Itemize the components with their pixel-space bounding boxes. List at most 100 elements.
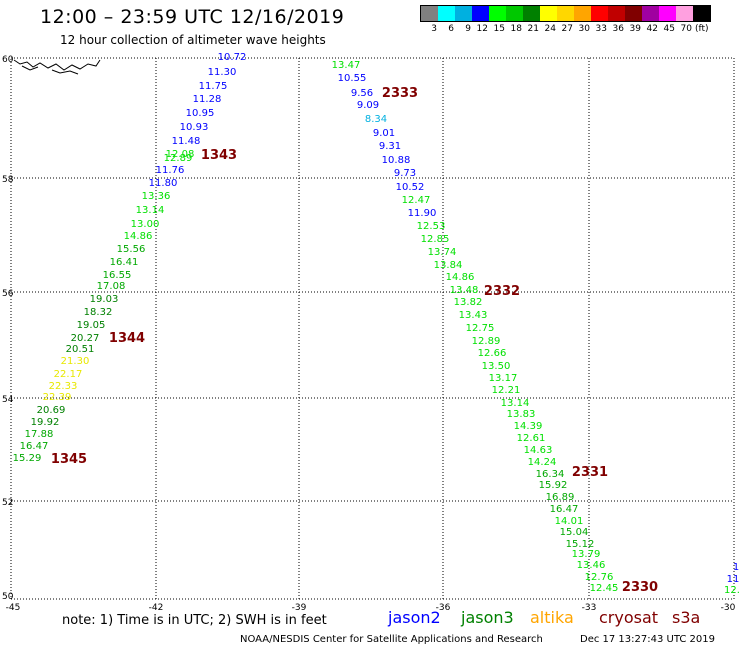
wave-height-value: 13.50 bbox=[482, 361, 511, 372]
wave-height-value: 9.73 bbox=[394, 168, 416, 179]
wave-height-value: 11.30 bbox=[208, 67, 237, 78]
legend-swatch bbox=[438, 6, 455, 21]
wave-height-value: 15.92 bbox=[539, 480, 568, 491]
wave-height-value: 12.89 bbox=[164, 153, 193, 164]
wave-height-value: 13.74 bbox=[428, 247, 457, 258]
wave-height-value: 16.55 bbox=[103, 270, 132, 281]
wave-height-value: 12.45 bbox=[590, 583, 619, 594]
latitude-label: 52 bbox=[2, 498, 13, 508]
credits: NOAA/NESDIS Center for Satellite Applica… bbox=[240, 634, 543, 645]
wave-height-value: 19.05 bbox=[77, 320, 106, 331]
wave-height-value: 20.51 bbox=[66, 344, 95, 355]
wave-height-value: 11.76 bbox=[156, 165, 185, 176]
legend-label: 12 bbox=[476, 24, 488, 34]
legend-swatch bbox=[642, 6, 659, 21]
legend-label: 27 bbox=[561, 24, 573, 34]
wave-height-value: 11.48 bbox=[172, 136, 201, 147]
wave-height-value: 9.31 bbox=[379, 141, 401, 152]
legend-swatch bbox=[455, 6, 472, 21]
longitude-label: -36 bbox=[436, 603, 451, 613]
timestamp: Dec 17 13:27:43 UTC 2019 bbox=[580, 634, 715, 645]
axis-tick-labels: -45 -42 -39 -36 -33 -30 60 58 56 54 52 50 bbox=[2, 55, 736, 613]
legend-labels: 3 6 9 12 15 18 21 24 27 30 33 36 39 42 45 70 (ft) bbox=[420, 24, 711, 34]
altimeter-tracks: 10.72 11.30 11.75 11.28 10.95 10.93 11.48 12.08… bbox=[13, 52, 740, 596]
pass-number-label: 1345 bbox=[51, 452, 87, 467]
wave-height-value: 10.55 bbox=[338, 73, 367, 84]
wave-height-value: 11 bbox=[727, 574, 740, 585]
legend-label: 3 bbox=[431, 24, 437, 34]
longitude-label: -45 bbox=[6, 603, 21, 613]
satellite-key-item: s3a bbox=[672, 608, 701, 627]
wave-height-value: 9.56 bbox=[351, 88, 373, 99]
wave-height-value: 12.61 bbox=[517, 433, 546, 444]
wave-height-value: 13.47 bbox=[332, 60, 361, 71]
wave-height-value: 10.88 bbox=[382, 155, 411, 166]
wave-height-value: 16.34 bbox=[536, 469, 565, 480]
wave-height-value: 14.39 bbox=[514, 421, 543, 432]
wave-height-value: 10.52 bbox=[396, 182, 425, 193]
wave-height-value: 8.34 bbox=[365, 114, 387, 125]
pass-number-label: 2333 bbox=[382, 86, 418, 101]
legend-swatch bbox=[625, 6, 642, 21]
map-title: 12:00 – 23:59 UTC 12/16/2019 bbox=[40, 6, 345, 28]
legend-unit: (ft) bbox=[695, 24, 709, 34]
map-subtitle: 12 hour collection of altimeter wave hei… bbox=[60, 33, 326, 47]
graticule bbox=[11, 58, 734, 599]
legend-swatch bbox=[693, 6, 710, 21]
pass-number-label: 2332 bbox=[484, 284, 520, 299]
longitude-label: -39 bbox=[292, 603, 307, 613]
wave-height-value: 12.47 bbox=[402, 195, 431, 206]
wave-height-value: 12.53 bbox=[417, 221, 446, 232]
legend-label: 6 bbox=[448, 24, 454, 34]
wave-height-value: 15.04 bbox=[560, 527, 589, 538]
wave-height-value: 14.86 bbox=[124, 231, 153, 242]
latitude-label: 60 bbox=[2, 55, 14, 65]
wave-height-value: 11.90 bbox=[408, 208, 437, 219]
satellite-key-item: jason2 bbox=[388, 608, 441, 627]
wave-height-value: 22.17 bbox=[54, 369, 83, 380]
legend-swatch bbox=[472, 6, 489, 21]
satellite-key-item: altika bbox=[530, 608, 574, 627]
wave-height-value: 12.76 bbox=[585, 572, 614, 583]
wave-height-value: 17.88 bbox=[25, 429, 54, 440]
wave-height-value: 10.72 bbox=[218, 52, 247, 63]
legend-swatch bbox=[489, 6, 506, 21]
wave-height-value: 10.93 bbox=[180, 122, 209, 133]
wave-height-value: 12.08 bbox=[166, 149, 195, 160]
wave-height-value: 11.75 bbox=[199, 81, 228, 92]
wave-height-value: 17.08 bbox=[97, 281, 126, 292]
pass-number-label: 2331 bbox=[572, 465, 608, 480]
wave-height-value: 14.86 bbox=[446, 272, 475, 283]
latitude-label: 54 bbox=[2, 395, 14, 405]
wave-height-value: 19.92 bbox=[31, 417, 60, 428]
wave-height-value: 9.01 bbox=[373, 128, 395, 139]
wave-height-value: 22.39 bbox=[43, 392, 72, 403]
wave-height-value: 9.09 bbox=[357, 100, 379, 111]
wave-height-value: 11.28 bbox=[193, 94, 222, 105]
satellite-key-item: cryosat bbox=[599, 608, 659, 627]
wave-height-value: 14.01 bbox=[555, 516, 584, 527]
legend-label: 70 bbox=[680, 24, 692, 34]
wave-height-value: 12.66 bbox=[478, 348, 507, 359]
wave-height-value: 12.85 bbox=[421, 234, 450, 245]
wave-height-value: 13.46 bbox=[577, 560, 606, 571]
wave-height-value: 1 bbox=[733, 562, 739, 573]
wave-height-value: 21.30 bbox=[61, 356, 90, 367]
wave-height-value: 12.21 bbox=[492, 385, 521, 396]
coastline bbox=[13, 59, 101, 75]
legend-swatch bbox=[557, 6, 574, 21]
wave-height-value: 12. bbox=[724, 585, 740, 596]
wave-height-value: 22.33 bbox=[49, 381, 78, 392]
legend-swatch bbox=[608, 6, 625, 21]
legend-swatch bbox=[540, 6, 557, 21]
wave-height-value: 18.32 bbox=[84, 307, 113, 318]
wave-height-value: 13.83 bbox=[507, 409, 536, 420]
wave-height-value: 14.24 bbox=[528, 457, 557, 468]
legend-swatch bbox=[421, 6, 438, 21]
color-legend: 3 6 9 12 15 18 21 24 27 30 33 36 39 42 45 70 (ft) bbox=[420, 5, 711, 34]
legend-swatch bbox=[659, 6, 676, 21]
legend-label: 18 bbox=[510, 24, 522, 34]
legend-label: 39 bbox=[629, 24, 641, 34]
pass-number-label: 2330 bbox=[622, 580, 658, 595]
pass-labels: 2333 1343 2332 1344 1345 2331 2330 bbox=[51, 86, 658, 595]
